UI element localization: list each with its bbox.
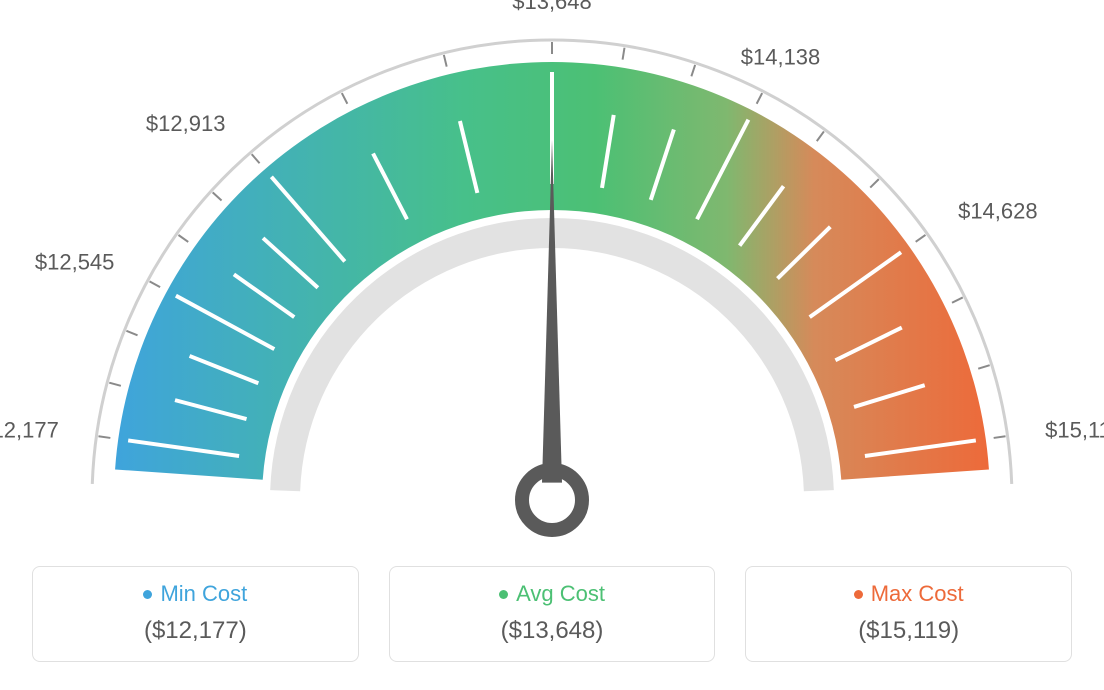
max-cost-title: Max Cost (854, 581, 964, 607)
chart-container: $12,177 $12,545 $12,913 $13,648 $14,138 $14,6… (0, 0, 1104, 690)
max-cost-value: ($15,119) (756, 617, 1061, 645)
avg-dot-icon (499, 590, 508, 599)
min-cost-value: ($12,177) (43, 617, 348, 645)
gauge-chart: $12,177 $12,545 $12,913 $13,648 $14,138 $14,6… (0, 0, 1104, 540)
svg-text:$15,119: $15,119 (1045, 418, 1104, 443)
avg-cost-card: Avg Cost ($13,648) (389, 566, 716, 662)
avg-cost-value: ($13,648) (400, 617, 705, 645)
avg-cost-title: Avg Cost (499, 581, 605, 607)
min-cost-title: Min Cost (143, 581, 247, 607)
svg-text:$13,648: $13,648 (512, 0, 592, 14)
svg-text:$12,913: $12,913 (146, 111, 226, 136)
max-dot-icon (854, 590, 863, 599)
min-dot-icon (143, 590, 152, 599)
min-cost-label: Min Cost (160, 581, 247, 607)
max-cost-card: Max Cost ($15,119) (745, 566, 1072, 662)
svg-text:$12,177: $12,177 (0, 418, 59, 443)
svg-text:$12,545: $12,545 (35, 249, 115, 274)
max-cost-label: Max Cost (871, 581, 964, 607)
summary-cards: Min Cost ($12,177) Avg Cost ($13,648) Ma… (32, 566, 1072, 662)
svg-text:$14,138: $14,138 (741, 45, 821, 70)
avg-cost-label: Avg Cost (516, 581, 605, 607)
min-cost-card: Min Cost ($12,177) (32, 566, 359, 662)
svg-text:$14,628: $14,628 (958, 199, 1038, 224)
